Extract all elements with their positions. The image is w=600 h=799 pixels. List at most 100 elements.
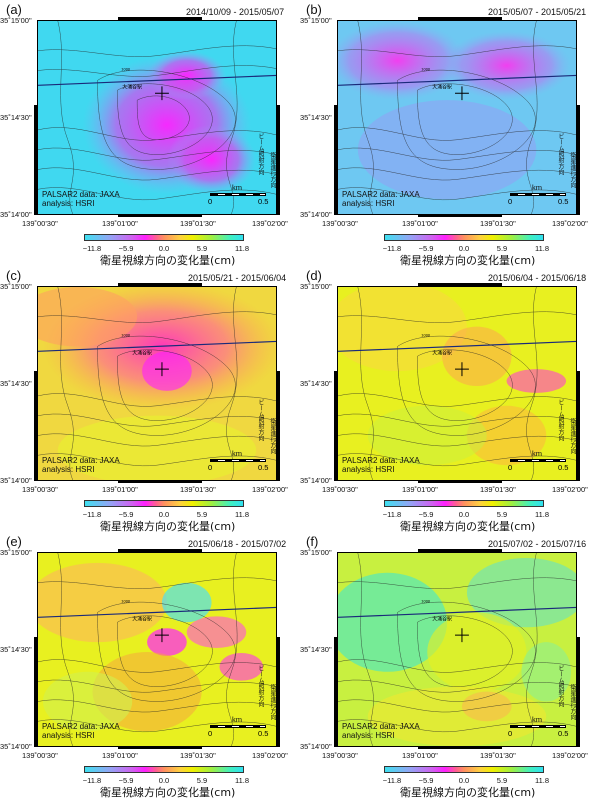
scale-end: 0.5 (558, 463, 569, 472)
colorbar (384, 234, 544, 241)
credit: PALSAR2 data: JAXA analysis: HSRI (42, 456, 120, 474)
lon-label-3: 139˚01'30" (180, 751, 216, 760)
lon-label-4: 139˚02'00" (252, 751, 288, 760)
panel-label: (b) (306, 2, 322, 17)
lon-label-3: 139˚01'30" (480, 219, 516, 228)
colorbar-tick: −11.8 (382, 244, 402, 253)
colorbar-tick: 5.9 (196, 244, 208, 253)
beam-direction-label: ビーム照射方向 (557, 665, 563, 707)
colorbar-tick: −11.8 (82, 510, 102, 519)
credit: PALSAR2 data: JAXA analysis: HSRI (42, 190, 120, 208)
scale-start: 0 (208, 197, 213, 206)
panel-e: (e) 2015/06/18 - 2015/07/02 35˚15'00" 35… (0, 532, 300, 799)
panel-label: (d) (306, 268, 322, 283)
lat-label-top: 35˚15'00" (300, 282, 332, 291)
credit-data: PALSAR2 data: JAXA (342, 722, 420, 731)
credit: PALSAR2 data: JAXA analysis: HSRI (342, 456, 420, 474)
colorbar-tick: −11.8 (382, 776, 402, 785)
scale-bar-graphic (210, 725, 266, 728)
interferogram-map: 大涌谷駅 1000 (338, 553, 576, 746)
lat-label-mid: 35˚14'30" (300, 379, 332, 388)
lon-label-4: 139˚02'00" (552, 751, 588, 760)
colorbar-caption: 衛星視線方向の変化量(cm) (400, 786, 536, 799)
lon-label-4: 139˚02'00" (252, 219, 288, 228)
orbit-direction-label: 衛星進行方向 (269, 684, 275, 720)
scale-start: 0 (508, 463, 513, 472)
lon-label-4: 139˚02'00" (552, 219, 588, 228)
scale-bar-graphic (510, 725, 566, 728)
colorbar-tick: 5.9 (496, 510, 508, 519)
colorbar-caption: 衛星視線方向の変化量(cm) (100, 254, 236, 267)
colorbar-tick: 11.8 (534, 510, 550, 519)
lat-label-bottom: 35˚14'00" (300, 742, 332, 751)
lat-label-bottom: 35˚14'00" (300, 210, 332, 219)
colorbar (384, 766, 544, 773)
panel-label: (f) (306, 534, 319, 549)
colorbar-tick: 0.0 (458, 776, 470, 785)
scale-start: 0 (208, 729, 213, 738)
colorbar-tick: −5.9 (418, 510, 434, 519)
credit-analysis: analysis: HSRI (42, 465, 95, 474)
peak-label: 大涌谷駅 (122, 83, 142, 90)
map-b: 大涌谷駅 1000 (337, 20, 577, 215)
scale-start: 0 (508, 197, 513, 206)
scale-unit: km (232, 183, 242, 192)
interferogram-map: 大涌谷駅 1000 (338, 287, 576, 480)
peak-label: 大涌谷駅 (432, 83, 452, 90)
beam-direction-label: ビーム照射方向 (557, 133, 563, 175)
colorbar-caption: 衛星視線方向の変化量(cm) (400, 254, 536, 267)
panel-d: (d) 2015/06/04 - 2015/06/18 35˚15'00" 35… (300, 266, 600, 533)
colorbar-tick: −5.9 (418, 776, 434, 785)
lat-label-top: 35˚15'00" (0, 16, 32, 25)
lat-label-bottom: 35˚14'00" (0, 476, 32, 485)
interferogram-map: 大涌谷駅 1000 (38, 21, 276, 214)
scale-end: 0.5 (558, 197, 569, 206)
lon-label-3: 139˚01'30" (180, 219, 216, 228)
lon-label-1: 139˚00'30" (22, 751, 58, 760)
colorbar-caption: 衛星視線方向の変化量(cm) (100, 520, 236, 533)
colorbar-tick: −5.9 (118, 244, 134, 253)
scale-bar: km 0 0.5 (508, 715, 570, 738)
lat-label-top: 35˚15'00" (0, 282, 32, 291)
colorbar-tick: 0.0 (158, 244, 170, 253)
beam-direction-label: ビーム照射方向 (257, 399, 263, 441)
colorbar-tick: 5.9 (196, 776, 208, 785)
lon-label-1: 139˚00'30" (322, 751, 358, 760)
lat-label-top: 35˚15'00" (300, 16, 332, 25)
lon-label-2: 139˚01'00" (402, 485, 438, 494)
credit: PALSAR2 data: JAXA analysis: HSRI (342, 190, 420, 208)
scale-unit: km (232, 715, 242, 724)
credit: PALSAR2 data: JAXA analysis: HSRI (342, 722, 420, 740)
credit-data: PALSAR2 data: JAXA (42, 722, 120, 731)
lon-label-4: 139˚02'00" (252, 485, 288, 494)
interferogram-map: 大涌谷駅 1000 (338, 21, 576, 214)
date-range: 2015/05/21 - 2015/06/04 (188, 273, 287, 283)
lon-label-2: 139˚01'00" (102, 219, 138, 228)
colorbar-tick: 11.8 (234, 244, 250, 253)
colorbar-tick: 0.0 (458, 244, 470, 253)
scale-bar-graphic (510, 459, 566, 462)
scale-bar-graphic (210, 193, 266, 196)
colorbar-tick: −5.9 (118, 776, 134, 785)
peak-label: 大涌谷駅 (432, 349, 452, 356)
lon-label-1: 139˚00'30" (22, 219, 58, 228)
lon-label-4: 139˚02'00" (552, 485, 588, 494)
colorbar (84, 766, 244, 773)
colorbar-tick: 11.8 (534, 776, 550, 785)
scale-bar-graphic (210, 459, 266, 462)
lat-label-top: 35˚15'00" (300, 548, 332, 557)
colorbar (84, 500, 244, 507)
scale-unit: km (232, 449, 242, 458)
lon-label-1: 139˚00'30" (22, 485, 58, 494)
colorbar-tick: −11.8 (82, 244, 102, 253)
scale-unit: km (532, 449, 542, 458)
scale-bar: km 0 0.5 (208, 449, 270, 472)
colorbar-tick: 0.0 (458, 510, 470, 519)
lat-label-mid: 35˚14'30" (0, 113, 32, 122)
lat-label-mid: 35˚14'30" (300, 645, 332, 654)
scale-end: 0.5 (258, 463, 269, 472)
colorbar-tick: 5.9 (196, 510, 208, 519)
scale-unit: km (532, 715, 542, 724)
scale-end: 0.5 (258, 729, 269, 738)
